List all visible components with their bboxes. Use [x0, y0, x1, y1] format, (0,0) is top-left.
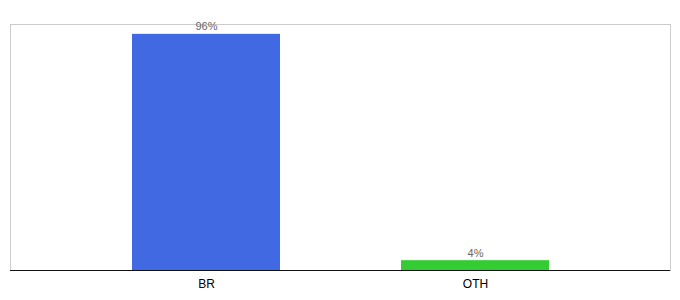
svg-text:4%: 4% — [468, 247, 484, 259]
svg-text:96%: 96% — [195, 20, 217, 32]
svg-text:BR: BR — [198, 277, 215, 291]
svg-text:OTH: OTH — [463, 277, 488, 291]
